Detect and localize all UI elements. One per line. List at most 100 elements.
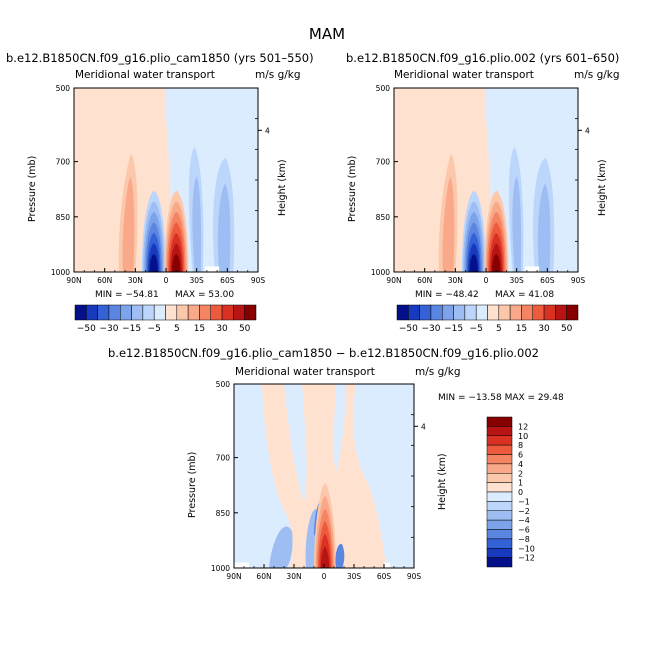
cbar3-box-8: [486, 491, 513, 502]
cbar3-box-1: [486, 426, 513, 436]
panel1-max: MAX = 53.00: [175, 290, 235, 300]
panel3-surface-mask-n: [234, 562, 249, 568]
panel1-surface-mask: [204, 266, 220, 272]
cbar2-label-5: 15: [516, 324, 527, 334]
cbar1-label-2: −15: [122, 324, 141, 334]
cbar3-box-7: [486, 482, 513, 493]
panel1-eq-neg-6: [149, 254, 158, 272]
panel1-units: m/s g/kg: [255, 69, 301, 81]
cbar2-box-10: [509, 304, 522, 321]
panel2-eq-neg-6: [469, 254, 478, 272]
panel1-y2tick-label: 4: [265, 126, 270, 135]
cbar1-label-6: 30: [216, 324, 228, 334]
cbar1-box-2: [97, 304, 110, 321]
cbar3-box-13: [486, 538, 513, 549]
panel3-minmax: MIN = −13.58 MAX = 29.48: [438, 393, 564, 403]
cbar3-label-11: −6: [518, 526, 530, 535]
cbar1-box-3: [108, 304, 121, 321]
panel3-plot-title: Meridional water transport: [235, 366, 375, 378]
panel3-ytick-label-3: 1000: [211, 564, 230, 573]
panel2-south-band4: [537, 183, 551, 272]
cbar2-label-4: 5: [496, 324, 502, 334]
panel2-max: MAX = 41.08: [495, 290, 555, 300]
cbar2-box-2: [419, 304, 432, 321]
panel2-xtick-label-6: 90S: [571, 276, 586, 285]
panel3-title: b.e12.B1850CN.f09_g16.plio_cam1850 − b.e…: [108, 346, 539, 360]
panel2-ytick-label-0: 500: [376, 84, 391, 93]
cbar1-box-8: [165, 304, 178, 321]
panel1-plot-title: Meridional water transport: [75, 69, 215, 81]
panel3-xtick-label-4: 30S: [347, 572, 362, 581]
cbar2-label-1: −30: [421, 324, 440, 334]
cbar3-box-12: [486, 529, 513, 540]
panel3-north-neg: [234, 384, 293, 568]
panel3-north-neg2: [269, 526, 293, 568]
cbar1-label-4: 5: [174, 324, 180, 334]
panel3-xtick-label-1: 60N: [256, 572, 271, 581]
cbar2-box-8: [487, 304, 500, 321]
panel3-units: m/s g/kg: [415, 366, 461, 378]
cbar3-box-0: [486, 416, 513, 427]
cbar3-label-9: −2: [518, 507, 530, 516]
panel3-y2tick-label: 4: [421, 422, 426, 431]
cbar3-box-2: [486, 435, 513, 446]
cbar3-label-1: 10: [518, 432, 528, 441]
cbar2-box-0: [396, 304, 409, 321]
panel1-xtick-label-4: 30S: [190, 276, 205, 285]
cbar3-box-6: [486, 473, 513, 483]
panel3-mid-neg: [284, 384, 307, 502]
cbar1-label-7: 50: [239, 324, 251, 334]
cbar1-label-3: −5: [148, 324, 161, 334]
cbar1-box-6: [142, 304, 155, 321]
cbar3-box-14: [486, 548, 513, 558]
panel2-xtick-label-1: 60N: [417, 276, 432, 285]
panel1-xtick-label-3: 0: [164, 276, 169, 285]
cbar2-box-3: [430, 304, 443, 321]
cbar1-label-0: −50: [77, 324, 96, 334]
cbar3-label-12: −8: [518, 535, 530, 544]
panel1-xtick-label-2: 30N: [128, 276, 143, 285]
panel3-xtick-label-6: 90S: [407, 572, 422, 581]
cbar1-box-9: [176, 304, 189, 321]
panel1-ytick-label-1: 700: [56, 158, 71, 167]
panel1-ytick-label-2: 850: [56, 213, 71, 222]
cbar1-box-4: [120, 304, 132, 321]
cbar2-box-12: [532, 304, 545, 321]
panel3-s-neg4: [335, 543, 345, 568]
cbar1-box-11: [199, 304, 211, 321]
cbar1-box-13: [221, 304, 234, 321]
panel1-south-band2: [192, 176, 202, 272]
panel1-min: MIN = −54.81: [95, 290, 159, 300]
cbar2-label-7: 50: [561, 324, 573, 334]
panel3-xtick-label-0: 90N: [226, 572, 241, 581]
panel2-min: MIN = −48.42: [415, 290, 479, 300]
cbar2-label-3: −5: [470, 324, 483, 334]
panel2-north-shade2: [442, 176, 455, 272]
panel2-xtick-label-0: 90N: [386, 276, 401, 285]
panel1-xtick-label-5: 60S: [220, 276, 235, 285]
cbar3-label-14: −12: [518, 554, 535, 563]
cbar3-label-13: −10: [518, 544, 535, 553]
panel3-eq-pos-5: [320, 546, 330, 568]
panel2-ytick-label-1: 700: [376, 158, 391, 167]
cbar1-label-5: 15: [194, 324, 205, 334]
panel3-ytick-label-1: 700: [216, 454, 231, 463]
cbar1-box-10: [187, 304, 200, 321]
cbar2-box-6: [464, 304, 477, 321]
cbar3-label-8: −1: [518, 497, 530, 506]
panel1-xtick-label-0: 90N: [66, 276, 81, 285]
cbar3-box-11: [486, 519, 513, 530]
cbar2-box-1: [408, 304, 420, 321]
panel1-eq-pos-6: [172, 254, 181, 272]
cbar3-label-10: −4: [518, 516, 530, 525]
cbar3-label-7: 0: [518, 488, 523, 497]
panel2-title: b.e12.B1850CN.f09_g16.plio.002 (yrs 601–…: [346, 51, 620, 65]
panel3-xtick-label-2: 30N: [286, 572, 301, 581]
panel2-ytick-label-2: 850: [376, 213, 391, 222]
cbar1-box-14: [233, 304, 245, 321]
panel2-south-band2: [512, 176, 522, 272]
cbar3-label-3: 6: [518, 451, 523, 460]
panel1-xtick-label-1: 60N: [97, 276, 112, 285]
cbar3-box-10: [486, 510, 513, 521]
panel3-south-neg: [353, 384, 414, 568]
